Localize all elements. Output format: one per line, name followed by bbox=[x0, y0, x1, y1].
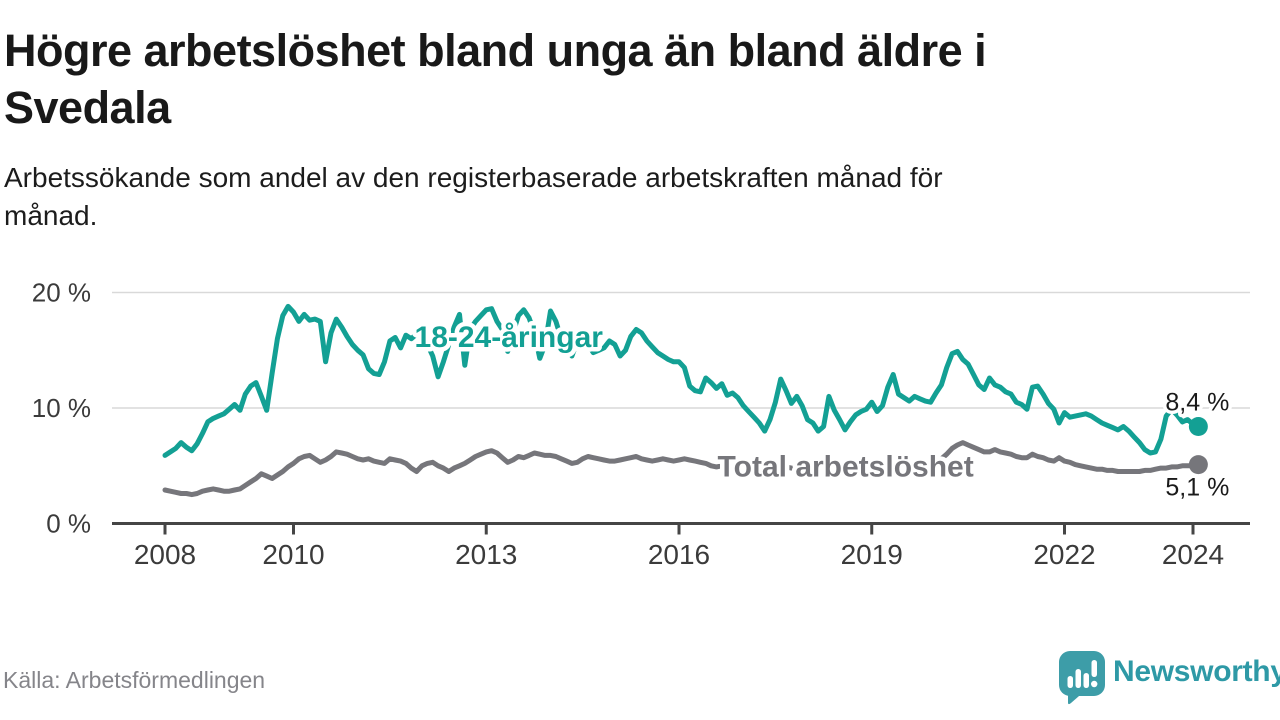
series-line-total-arbetslöshet bbox=[162, 440, 1201, 498]
x-axis-label-2010: 2010 bbox=[262, 539, 324, 570]
chart-subtitle-line1: Arbetssökande som andel av den registerb… bbox=[4, 162, 943, 193]
end-value-label-18-24-åringar: 8,4 % bbox=[1165, 388, 1229, 416]
series-label-18-24-åringar: 18-24-åringar bbox=[415, 321, 604, 354]
chart-title-line2: Svedala bbox=[4, 82, 171, 133]
end-dot-total-arbetslöshet bbox=[1188, 455, 1208, 475]
x-axis-label-2022: 2022 bbox=[1033, 539, 1095, 570]
chart-title: Högre arbetslöshet bland unga än bland ä… bbox=[4, 22, 1264, 136]
source-note: Källa: Arbetsförmedlingen bbox=[3, 667, 266, 693]
end-value-label-total-arbetslöshet: 5,1 % bbox=[1165, 474, 1229, 502]
x-axis-label-2016: 2016 bbox=[648, 539, 710, 570]
x-axis-label-2019: 2019 bbox=[841, 539, 903, 570]
brand-logo: Newsworthy bbox=[1058, 650, 1280, 706]
x-axis-label-2008: 2008 bbox=[134, 539, 196, 570]
chart-title-line1: Högre arbetslöshet bland unga än bland ä… bbox=[4, 25, 987, 76]
y-axis-label-0: 0 % bbox=[46, 509, 91, 539]
brand-name: Newsworthy bbox=[1113, 655, 1280, 688]
newsworthy-speech-bubble-icon bbox=[1059, 651, 1105, 705]
chart-subtitle-line2: månad. bbox=[4, 200, 98, 231]
chart-subtitle: Arbetssökande som andel av den registerb… bbox=[4, 159, 1224, 235]
end-dot-18-24-åringar bbox=[1188, 416, 1208, 436]
y-axis-label-10: 10 % bbox=[32, 393, 91, 423]
series-label-total-arbetslöshet: Total arbetslöshet bbox=[718, 451, 974, 484]
x-axis-label-2013: 2013 bbox=[455, 539, 517, 570]
x-axis-label-2024: 2024 bbox=[1162, 539, 1224, 570]
y-axis-label-20: 20 % bbox=[32, 278, 91, 308]
series-line-18-24-åringar bbox=[162, 303, 1201, 458]
